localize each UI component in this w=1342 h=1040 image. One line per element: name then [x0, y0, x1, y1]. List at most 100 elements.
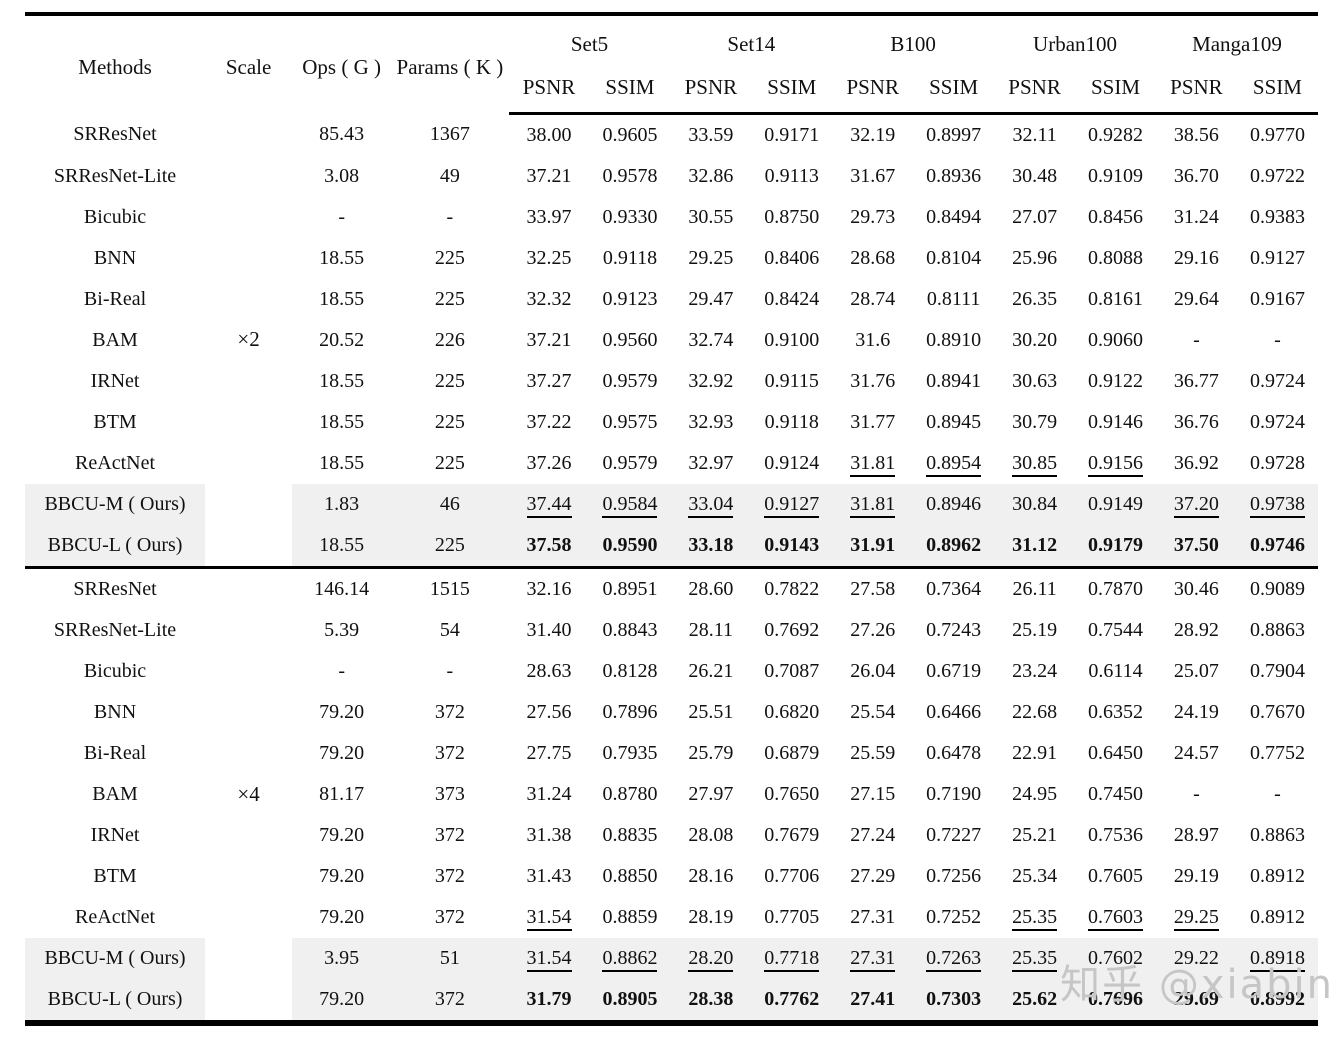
value-cell: 37.22: [526, 411, 572, 433]
ops-cell: 146.14: [292, 566, 392, 610]
table-row: Bi-Real 18.55 225 32.32 0.9123 29.47 0.8424 28.…: [25, 279, 1318, 320]
ops-cell: 81.17: [319, 783, 365, 805]
value-cell: 31.24: [1173, 206, 1219, 228]
value-cell: 0.9167: [1249, 288, 1305, 310]
table-row: BTM 79.20 372 31.43 0.8850 28.16 0.7706 27.29 0.…: [25, 856, 1318, 897]
value-cell: 28.68: [850, 247, 896, 269]
value-cell: 27.31: [850, 906, 896, 928]
value-cell: 0.9089: [1236, 566, 1318, 610]
underlined-value: 27.31: [850, 947, 896, 972]
value-cell: 0.7870: [1075, 566, 1156, 610]
ops-cell: 79.20: [319, 742, 365, 764]
ops-cell: 3.08: [324, 165, 360, 187]
underlined-value: 0.9738: [1249, 493, 1305, 518]
value-cell: 27.31: [832, 938, 913, 979]
underlined-value: 31.54: [526, 906, 572, 931]
value-cell: 0.7450: [1088, 783, 1143, 805]
value-cell: 27.24: [850, 824, 896, 846]
value-cell: 0.9118: [602, 247, 658, 269]
value-cell: 0.6450: [1088, 742, 1143, 764]
params-cell: 49: [439, 165, 460, 187]
value-cell: 30.48: [1012, 165, 1058, 187]
table-row: Bicubic - - 28.63 0.8128 26.21 0.7087 26.04 0.67…: [25, 651, 1318, 692]
value-cell: 25.21: [1012, 824, 1058, 846]
value-cell: 0.7602: [1088, 947, 1143, 969]
value-cell: 0.9560: [602, 329, 658, 351]
value-cell: 31.6: [855, 329, 891, 351]
value-cell: 29.64: [1173, 288, 1219, 310]
underlined-value: 0.9584: [602, 493, 658, 518]
value-cell: 0.9770: [1249, 124, 1305, 146]
scale-cell: ×4: [205, 566, 293, 1023]
value-cell: 0.8750: [764, 206, 820, 228]
value-cell: 0.8941: [926, 370, 982, 392]
value-cell: 28.08: [688, 824, 734, 846]
params-cell: 372: [434, 906, 465, 928]
value-cell: 0.9579: [602, 370, 658, 392]
value-cell: 29.73: [850, 206, 896, 228]
method-cell: BBCU-L ( Ours): [47, 534, 183, 556]
col-header-psnr: PSNR: [670, 66, 752, 115]
value-cell: 31.79: [526, 988, 572, 1010]
value-cell: 28.74: [850, 288, 896, 310]
underlined-value: 0.7263: [926, 947, 982, 972]
value-cell: 28.11: [688, 619, 733, 641]
value-cell: 0.9575: [602, 411, 658, 433]
value-cell: 0.7087: [764, 660, 820, 682]
table-row: BAM 20.52 226 37.21 0.9560 32.74 0.9100 31.6 0.8…: [25, 320, 1318, 361]
ops-cell: 1.83: [324, 493, 360, 515]
value-cell: 37.26: [526, 452, 572, 474]
value-cell: 0.7544: [1088, 619, 1143, 641]
value-cell: 31.77: [850, 411, 896, 433]
value-cell: 28.38: [688, 988, 734, 1010]
value-cell: 0.7190: [926, 783, 982, 805]
value-cell: 0.7303: [926, 988, 982, 1010]
col-header-ssim: SSIM: [1075, 66, 1156, 115]
ops-cell: 79.20: [319, 701, 365, 723]
value-cell: 30.20: [1012, 329, 1058, 351]
value-cell: 0.7256: [926, 865, 982, 887]
ops-cell: 18.55: [319, 370, 365, 392]
col-header-ssim: SSIM: [589, 66, 671, 115]
results-table: Methods Scale Ops ( G ) Params ( K ) Set…: [25, 12, 1318, 1026]
underlined-value: 0.9156: [1088, 452, 1143, 477]
params-cell: 1367: [429, 123, 470, 146]
value-cell: 25.59: [850, 742, 896, 764]
value-cell: -: [1274, 783, 1281, 805]
value-cell: 29.47: [688, 288, 734, 310]
value-cell: 32.19: [850, 124, 896, 146]
value-cell: 0.9127: [1249, 247, 1305, 269]
value-cell: 0.9127: [751, 484, 832, 525]
col-header-manga109: Manga109: [1192, 31, 1282, 56]
params-cell: 372: [434, 865, 465, 887]
value-cell: 31.91: [850, 534, 896, 556]
value-cell: 0.8954: [913, 443, 994, 484]
value-cell: 25.19: [1012, 619, 1058, 641]
value-cell: 29.22: [1173, 947, 1219, 969]
underlined-value: 31.81: [850, 493, 896, 518]
underlined-value: 25.35: [1012, 947, 1058, 972]
method-cell: SRResNet-Lite: [53, 165, 177, 187]
method-cell: BBCU-M ( Ours): [44, 947, 186, 969]
value-cell: 31.43: [526, 865, 572, 887]
table-row: BNN 79.20 372 27.56 0.7896 25.51 0.6820 25.54 0.…: [25, 692, 1318, 733]
params-cell: -: [446, 206, 454, 228]
underlined-value: 25.35: [1012, 906, 1058, 931]
ops-cell: -: [338, 206, 345, 228]
value-cell: 28.16: [688, 865, 734, 887]
value-cell: 0.9171: [764, 124, 820, 146]
params-cell: 225: [434, 370, 465, 392]
col-header-ssim: SSIM: [913, 66, 995, 115]
value-cell: 32.32: [526, 288, 572, 310]
value-cell: 32.74: [688, 329, 734, 351]
value-cell: 0.7227: [926, 824, 982, 846]
value-cell: 26.21: [688, 660, 734, 682]
value-cell: 0.8494: [926, 206, 982, 228]
value-cell: 22.68: [1012, 701, 1058, 723]
table-row: BAM 81.17 373 31.24 0.8780 27.97 0.7650 27.15 0.…: [25, 774, 1318, 815]
value-cell: 0.6478: [926, 742, 982, 764]
params-cell: 373: [434, 783, 465, 805]
params-cell: 372: [434, 742, 465, 764]
table-row: SRResNet-Lite 5.39 54 31.40 0.8843 28.11 0.769…: [25, 610, 1318, 651]
